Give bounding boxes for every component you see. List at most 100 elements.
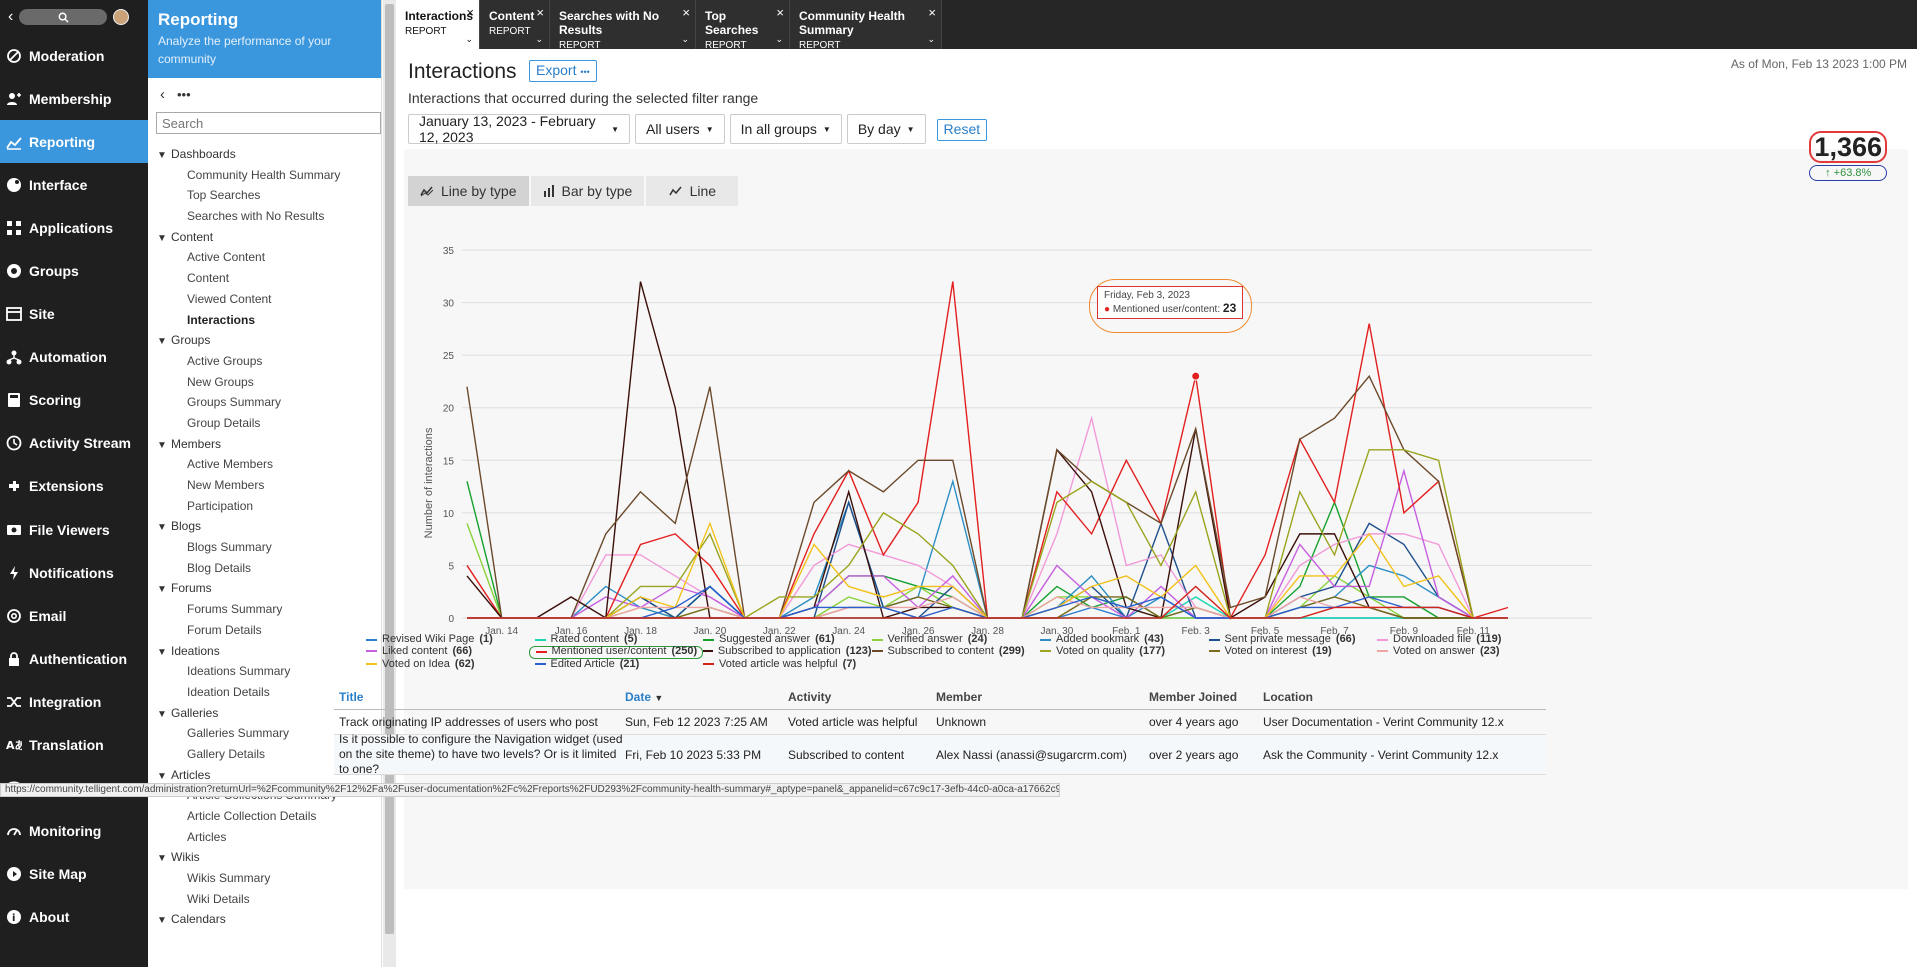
tree-item[interactable]: Article Collection Details <box>187 809 317 823</box>
tree-item[interactable]: Group Details <box>187 415 261 430</box>
tree-group-dashboards[interactable]: ▼ Dashboards <box>157 144 381 165</box>
nav-item-groups[interactable]: Groups <box>0 249 148 292</box>
close-icon[interactable]: × <box>682 5 690 20</box>
legend-item[interactable]: Sent private message (66) <box>1208 633 1378 646</box>
more-icon[interactable]: ••• <box>177 86 191 102</box>
tree-item[interactable]: Groups Summary <box>187 395 282 410</box>
tree-item[interactable]: Searches with No Results <box>187 209 325 224</box>
tree-item[interactable]: Community Health Summary <box>187 167 341 182</box>
collapse-icon[interactable]: ‹ <box>160 85 165 103</box>
chevron-down-icon[interactable]: ⌄ <box>535 34 543 44</box>
legend-item[interactable]: Verified answer (24) <box>871 633 1041 646</box>
table-row[interactable]: Is it possible to configure the Navigati… <box>334 732 1546 776</box>
nav-item-applications[interactable]: Applications <box>0 206 148 249</box>
chevron-down-icon[interactable]: ⌄ <box>681 34 689 44</box>
tab-interactions[interactable]: Interactions REPORT × ⌄ <box>396 0 480 49</box>
line-tab[interactable]: Line <box>646 176 739 206</box>
close-icon[interactable]: × <box>928 5 936 20</box>
tree-group-forums[interactable]: ▼ Forums <box>157 578 381 599</box>
legend-item[interactable]: Downloaded file (119) <box>1377 633 1546 646</box>
tree-item[interactable]: Active Content <box>187 250 266 265</box>
tree-item[interactable]: Content <box>187 271 230 286</box>
nav-item-moderation[interactable]: Moderation <box>0 34 148 77</box>
legend-item[interactable]: Edited Article (21) <box>534 658 704 671</box>
nav-item-scoring[interactable]: Scoring <box>0 379 148 422</box>
legend-item[interactable]: Voted on Idea (62) <box>366 658 535 671</box>
nav-item-site[interactable]: Site <box>0 293 148 336</box>
tree-item[interactable]: Forums Summary <box>187 602 283 617</box>
tree-item[interactable]: Forum Details <box>187 622 262 637</box>
nav-item-email[interactable]: Email <box>0 594 148 637</box>
nav-item-reporting[interactable]: Reporting <box>0 120 148 164</box>
nav-item-site-map[interactable]: Site Map <box>0 853 148 896</box>
nav-item-automation[interactable]: Automation <box>0 336 148 379</box>
legend-item[interactable]: Voted on quality (177) <box>1040 645 1209 658</box>
tree-item[interactable]: Blog Details <box>187 560 252 575</box>
nav-item-translation[interactable]: Aあ Translation <box>0 724 148 767</box>
legend-item[interactable]: Subscribed to content (299) <box>871 645 1041 658</box>
date-range-filter[interactable]: January 13, 2023 - February 12, 2023 ▼ <box>408 113 630 145</box>
export-button[interactable]: Export ••• <box>529 60 597 82</box>
line-by-type-tab[interactable]: Line by type <box>408 176 529 206</box>
legend-item[interactable]: Rated content (5) <box>534 633 704 646</box>
nav-item-integration[interactable]: Integration <box>0 680 148 723</box>
panel-search-input[interactable] <box>156 112 381 134</box>
nav-item-extensions[interactable]: Extensions <box>0 465 148 508</box>
tab-community-health-summary[interactable]: Community Health Summary REPORT × ⌄ <box>790 0 942 51</box>
legend-item[interactable]: Suggested answer (61) <box>703 633 872 646</box>
nav-item-interface[interactable]: Interface <box>0 163 148 206</box>
tree-item[interactable]: Gallery Details <box>187 746 266 761</box>
tab-searches-with-no-results[interactable]: Searches with No Results REPORT × ⌄ <box>550 0 696 51</box>
tree-group-galleries[interactable]: ▼ Galleries <box>157 703 381 724</box>
nav-item-membership[interactable]: Membership <box>0 77 148 120</box>
tree-item[interactable]: Top Searches <box>187 188 261 203</box>
reset-button[interactable]: Reset <box>936 119 988 141</box>
groups-filter[interactable]: In all groups ▼ <box>729 114 842 144</box>
tree-group-groups[interactable]: ▼ Groups <box>157 330 381 351</box>
legend-item[interactable]: Mentioned user/content (250) <box>528 645 703 659</box>
tree-item[interactable]: New Members <box>187 478 265 492</box>
nav-item-activity-stream[interactable]: Activity Stream <box>0 422 148 465</box>
nav-search[interactable] <box>19 9 108 25</box>
nav-item-file-viewers[interactable]: File Viewers <box>0 508 148 551</box>
chevron-down-icon[interactable]: ⌄ <box>927 34 935 44</box>
interval-filter[interactable]: By day ▼ <box>846 114 926 144</box>
tree-group-articles[interactable]: ▼ Articles <box>157 765 381 786</box>
nav-item-about[interactable]: i About <box>0 896 148 939</box>
chevron-down-icon[interactable]: ⌄ <box>775 34 783 44</box>
tree-item[interactable]: Wiki Details <box>187 891 250 906</box>
nav-item-notifications[interactable]: Notifications <box>0 551 148 594</box>
tree-item[interactable]: Interactions <box>187 312 256 327</box>
close-icon[interactable]: × <box>466 5 474 20</box>
close-icon[interactable]: × <box>536 5 544 20</box>
tree-group-wikis[interactable]: ▼ Wikis <box>157 847 381 868</box>
back-icon[interactable]: ‹ <box>8 8 14 25</box>
legend-item[interactable]: Subscribed to application (123) <box>703 645 872 658</box>
legend-item[interactable]: Liked content (66) <box>366 645 535 658</box>
col-title[interactable]: Title <box>339 690 364 704</box>
tree-item[interactable]: Blogs Summary <box>187 540 272 555</box>
tree-group-blogs[interactable]: ▼ Blogs <box>157 516 381 537</box>
avatar[interactable] <box>113 9 130 25</box>
tree-item[interactable]: Galleries Summary <box>187 726 290 741</box>
nav-item-monitoring[interactable]: Monitoring <box>0 810 148 853</box>
tree-item[interactable]: Ideation Details <box>187 684 270 699</box>
chevron-down-icon[interactable]: ⌄ <box>465 34 473 44</box>
tree-item[interactable]: New Groups <box>187 374 254 389</box>
tree-item[interactable]: Ideations Summary <box>187 664 291 679</box>
nav-item-authentication[interactable]: Authentication <box>0 637 148 680</box>
tree-item[interactable]: Participation <box>187 498 254 513</box>
users-filter[interactable]: All users ▼ <box>635 114 725 144</box>
table-row[interactable]: Track originating IP addresses of users … <box>334 710 1546 735</box>
tree-group-members[interactable]: ▼ Members <box>157 434 381 455</box>
scrollbar-thumb[interactable] <box>385 4 394 934</box>
tree-group-content[interactable]: ▼ Content <box>157 227 381 248</box>
close-icon[interactable]: × <box>776 5 784 20</box>
tree-item[interactable]: Active Members <box>187 457 274 472</box>
legend-item[interactable]: Voted article was helpful (7) <box>703 658 872 671</box>
legend-item[interactable]: Revised Wiki Page (1) <box>366 633 535 646</box>
tree-item[interactable]: Articles <box>187 829 227 844</box>
legend-item[interactable]: Voted on answer (23) <box>1377 645 1546 658</box>
legend-item[interactable]: Voted on interest (19) <box>1208 645 1378 658</box>
tree-group-calendars[interactable]: ▼ Calendars <box>157 909 381 930</box>
